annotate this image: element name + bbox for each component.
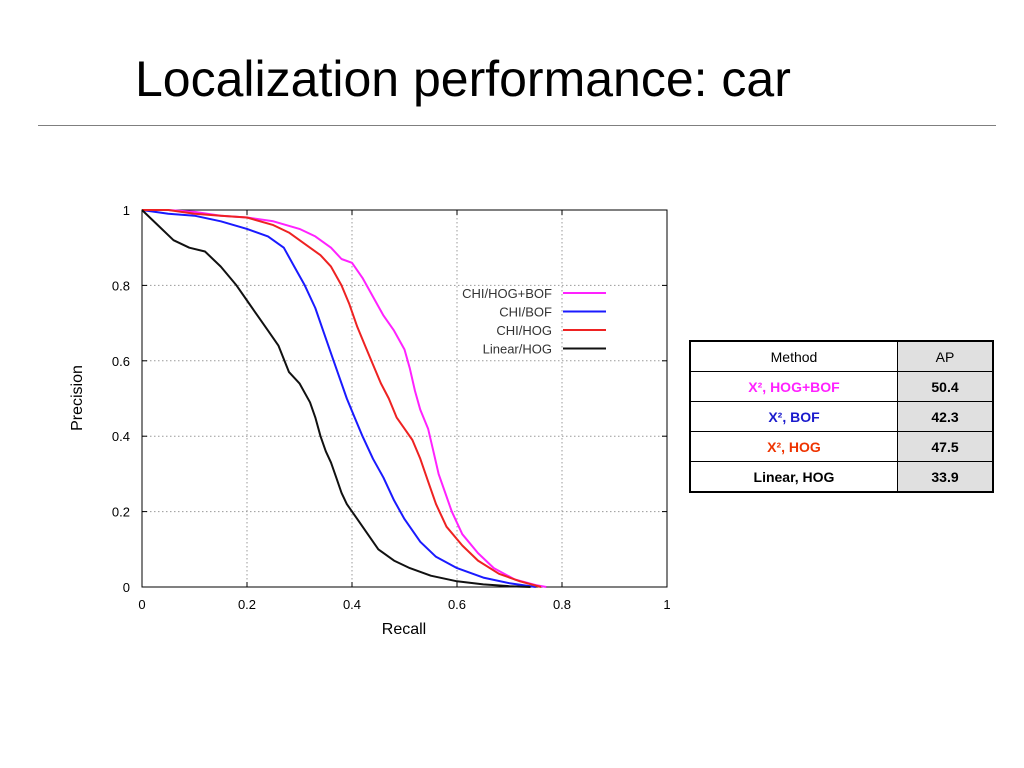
- table-cell-ap: 33.9: [897, 461, 994, 493]
- ap-table: Method AP Χ², HOG+BOF 50.4 Χ², BOF 42.3 …: [689, 340, 994, 493]
- y-tick-label: 0.8: [112, 278, 130, 293]
- x-tick-label: 0.8: [553, 597, 571, 612]
- legend-label: Linear/HOG: [483, 342, 552, 357]
- table-cell-method: Χ², BOF: [689, 401, 898, 432]
- table-cell-ap: 47.5: [897, 431, 994, 462]
- plot-frame: [141, 209, 668, 588]
- table-cell-method: Χ², HOG+BOF: [689, 371, 898, 402]
- y-tick-label: 0.6: [112, 354, 130, 369]
- series-lines: [141, 209, 547, 588]
- legend-label: CHI/BOF: [499, 305, 552, 320]
- table-cell-method: Χ², HOG: [689, 431, 898, 462]
- table-cell-ap: 50.4: [897, 371, 994, 402]
- x-tick-label: 0.2: [238, 597, 256, 612]
- table-header-ap: AP: [897, 340, 994, 372]
- slide-title: Localization performance: car: [135, 51, 791, 107]
- y-tick-label: 0: [123, 580, 130, 595]
- legend: CHI/HOG+BOF CHI/BOF CHI/HOG Linear/HOG: [462, 286, 606, 357]
- table-cell-method: Linear, HOG: [689, 461, 898, 493]
- title-divider: [38, 125, 996, 126]
- legend-label: CHI/HOG: [496, 323, 552, 338]
- series-line-chi-hog-bof: [142, 209, 547, 588]
- x-axis-label: Recall: [382, 621, 426, 638]
- table-row: Χ², BOF 42.3: [689, 401, 994, 432]
- y-tick-label: 0.2: [112, 505, 130, 520]
- x-tick-label: 0.4: [343, 597, 361, 612]
- table-row: Linear, HOG 33.9: [689, 461, 994, 493]
- table-cell-ap: 42.3: [897, 401, 994, 432]
- table-header-method: Method: [689, 340, 898, 372]
- table-header-row: Method AP: [689, 340, 994, 372]
- series-line-chi-bof: [141, 209, 536, 588]
- x-tick-label: 0: [138, 597, 145, 612]
- series-line-linear-hog: [141, 209, 531, 588]
- series-line-chi-hog: [142, 209, 542, 588]
- legend-label: CHI/HOG+BOF: [462, 286, 552, 301]
- table-row: Χ², HOG+BOF 50.4: [689, 371, 994, 402]
- table-row: Χ², HOG 47.5: [689, 431, 994, 462]
- axis-ticks: 0 0.2 0.4 0.6 0.8 1 0 0.2 0.4 0.6 0.8 1: [112, 203, 671, 612]
- grid-lines: [142, 210, 667, 587]
- y-tick-label: 1: [123, 203, 130, 218]
- x-tick-label: 1: [663, 597, 670, 612]
- y-axis-label: Precision: [69, 365, 86, 431]
- y-tick-label: 0.4: [112, 429, 130, 444]
- x-tick-label: 0.6: [448, 597, 466, 612]
